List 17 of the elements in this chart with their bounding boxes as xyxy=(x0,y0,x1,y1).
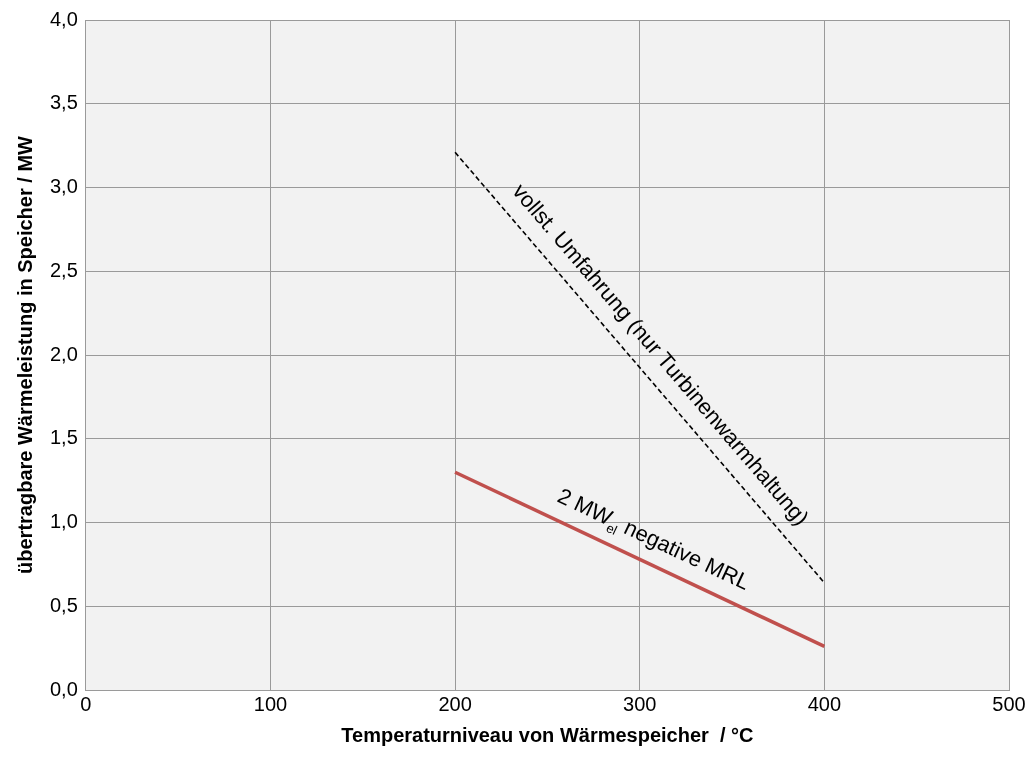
x-axis-title: Temperaturniveau von Wärmespeicher / °C xyxy=(341,723,754,746)
x-tick-label: 200 xyxy=(438,692,472,715)
y-tick-label: 2,0 xyxy=(49,342,78,365)
y-tick-label: 1,5 xyxy=(49,426,78,449)
x-tick-label: 300 xyxy=(623,692,657,715)
y-tick-label: 2,5 xyxy=(49,258,78,281)
x-tick-label: 500 xyxy=(992,692,1026,715)
y-tick-label: 4,0 xyxy=(49,7,78,30)
y-tick-label: 0,5 xyxy=(49,593,78,616)
y-tick-label: 3,5 xyxy=(49,91,78,114)
x-tick-label: 400 xyxy=(807,692,842,715)
y-tick-label: 0,0 xyxy=(49,677,78,700)
x-tick-label: 0 xyxy=(80,692,92,715)
y-tick-label: 1,0 xyxy=(49,510,78,533)
y-axis-title: übertragbare Wärmeleistung in Speicher / MW xyxy=(13,135,36,574)
y-tick-label: 3,0 xyxy=(49,175,78,198)
x-tick-label: 100 xyxy=(253,692,288,715)
